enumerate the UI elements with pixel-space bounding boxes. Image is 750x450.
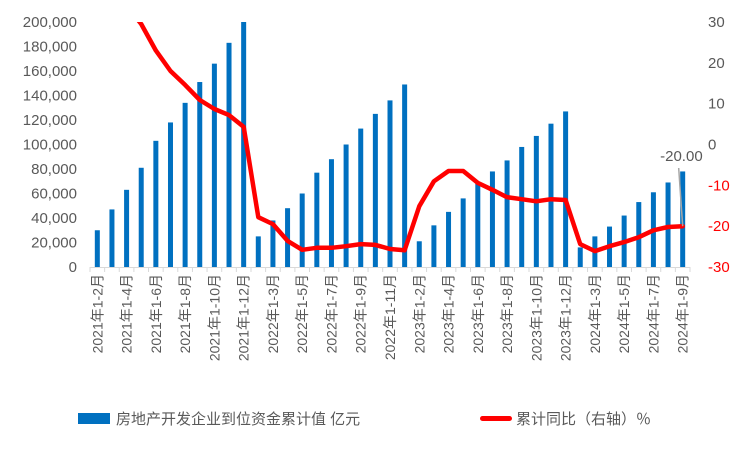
legend-bar-label: 房地产开发企业到位资金累计值 亿元	[116, 411, 361, 428]
right-tick-label: 20	[708, 55, 725, 72]
x-tick-label: 2022年1-9月	[353, 274, 369, 353]
bar	[255, 236, 261, 267]
bar	[328, 159, 334, 267]
x-tick-label: 2021年1-10月	[206, 274, 222, 361]
bar	[167, 122, 173, 267]
bar	[504, 160, 510, 267]
chart: 0 20,000 40,000 60,000 80,000 100,000 120,000 1…	[23, 14, 730, 361]
bar	[563, 111, 569, 267]
left-tick-label: 40,000	[31, 210, 77, 227]
x-tick-label: 2021年1-8月	[177, 274, 193, 353]
x-tick-label: 2022年1-5月	[294, 274, 310, 353]
bar	[124, 189, 130, 267]
x-tick-label: 2023年1-2月	[411, 274, 427, 353]
x-tick-label: 2021年1-12月	[236, 274, 252, 361]
bar	[314, 172, 320, 267]
x-tick-label: 2022年1-11月	[382, 274, 398, 360]
bar	[109, 209, 115, 267]
left-tick-label: 100,000	[23, 137, 77, 154]
x-tick-label: 2024年1-5月	[616, 274, 632, 353]
bar-series	[94, 22, 686, 268]
bar	[577, 247, 583, 267]
bar	[182, 102, 188, 267]
bar	[431, 225, 437, 267]
legend-line: 累计同比（右轴）％	[480, 408, 651, 429]
left-tick-label: 160,000	[23, 63, 77, 80]
x-tick-label: 2021年1-6月	[148, 274, 164, 353]
legend-line-label: 累计同比（右轴）％	[516, 411, 652, 428]
right-axis: -30 -20 -10 0 10 20 30	[708, 14, 730, 276]
right-tick-label: -10	[708, 177, 730, 194]
x-tick-label: 2022年1-3月	[265, 274, 281, 353]
bar	[299, 193, 305, 267]
bar	[387, 100, 393, 268]
left-tick-label: 0	[69, 259, 77, 276]
x-tick-label: 2024年1-9月	[675, 274, 691, 353]
left-tick-label: 120,000	[23, 112, 77, 129]
x-tick-label: 2022年1-7月	[323, 274, 339, 353]
bar	[343, 144, 349, 267]
bar	[446, 211, 452, 267]
x-tick-label: 2023年1-8月	[499, 274, 515, 353]
bar	[94, 230, 100, 267]
x-tick-label: 2021年1-2月	[89, 274, 105, 353]
bar	[665, 182, 671, 267]
bar	[475, 183, 481, 267]
bar	[519, 146, 525, 267]
left-tick-label: 180,000	[23, 39, 77, 56]
bar	[416, 241, 422, 267]
annotation: -20.00	[660, 148, 703, 227]
x-tick-label: 2023年1-12月	[558, 274, 574, 361]
left-axis: 0 20,000 40,000 60,000 80,000 100,000 120,000 1…	[23, 14, 77, 276]
bar	[197, 82, 203, 268]
left-tick-label: 60,000	[31, 186, 77, 203]
x-tick-label: 2023年1-10月	[528, 274, 544, 361]
x-tick-label: 2021年1-4月	[119, 274, 135, 353]
left-tick-label: 80,000	[31, 161, 77, 178]
bar	[636, 202, 642, 267]
x-tick-label: 2024年1-7月	[645, 274, 661, 353]
bar	[358, 128, 364, 267]
bar	[548, 123, 554, 267]
annotation-leader-line	[677, 167, 684, 227]
legend-bar-swatch	[78, 413, 110, 424]
bar	[270, 220, 276, 267]
bar	[226, 42, 232, 268]
right-tick-label: 10	[708, 96, 725, 113]
legend-line-swatch	[480, 416, 512, 421]
x-axis: 2021年1-2月 2021年1-4月 2021年1-6月 2021年1-8月 2021…	[89, 267, 691, 361]
right-tick-label: -20	[708, 218, 730, 235]
legend-bar: 房地产开发企业到位资金累计值 亿元	[78, 408, 360, 429]
bar	[460, 198, 466, 267]
bar	[372, 113, 378, 267]
x-tick-label: 2023年1-4月	[441, 274, 457, 353]
right-tick-label: 0	[708, 137, 716, 154]
left-tick-label: 140,000	[23, 88, 77, 105]
x-tick-label: 2023年1-6月	[470, 274, 486, 353]
bar	[489, 171, 495, 267]
line-series	[136, 22, 685, 254]
left-tick-label: 200,000	[23, 14, 77, 31]
x-tick-label: 2024年1-3月	[587, 274, 603, 353]
annotation-label: -20.00	[660, 148, 703, 165]
left-tick-label: 20,000	[31, 235, 77, 252]
bar	[241, 22, 247, 267]
bar	[211, 63, 217, 268]
bar	[153, 140, 159, 267]
bar	[138, 167, 144, 267]
bar	[402, 84, 408, 267]
right-tick-label: -30	[708, 259, 730, 276]
right-tick-label: 30	[708, 14, 725, 31]
